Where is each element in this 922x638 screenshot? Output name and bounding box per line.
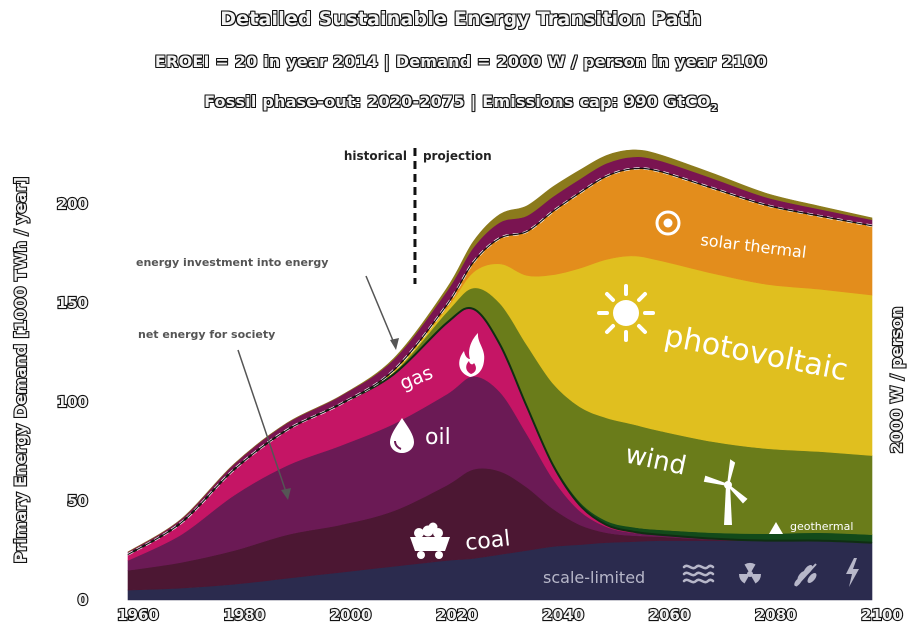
x-tick-label: 2080 [755,606,797,624]
area-investment-renewables- [127,149,873,553]
y-tick-label: 100 [57,393,88,411]
annotation-net-arrow [237,349,287,493]
label-coal: coal [464,526,512,556]
y-tick-label: 200 [57,195,88,213]
x-tick-label: 1960 [117,606,159,624]
chart-subtitle-1: EROEI = 20 in year 2014 | Demand = 2000 … [154,52,768,71]
flame-icon [459,333,485,377]
x-tick-label: 2060 [649,606,691,624]
x-tick-label: 2000 [330,606,372,624]
historical-label: historical [344,149,407,163]
x-axis-ticks: 1960 1980 2000 2020 2040 2060 2080 2100 [116,605,904,625]
oil-drop-icon [390,418,414,453]
right-axis-label: 2000 W / person [887,307,906,454]
annotation-investment-arrow [365,275,395,344]
x-tick-label: 2040 [542,606,584,624]
nuclear-icon [739,563,761,584]
projection-label: projection [423,149,492,163]
subtitle-2-subscript: 2 [710,103,718,115]
label-scale-limited: scale-limited [543,568,645,587]
x-tick-label: 1980 [223,606,265,624]
x-tick-label: 2020 [436,606,478,624]
subtitle-2-text: Fossil phase-out: 2020-2075 | Emissions … [204,92,711,111]
sun-icon [597,284,655,342]
annotation-investment: energy investment into energy [136,256,328,269]
target-icon [655,210,681,236]
wind-turbine-icon [703,459,748,525]
lightning-icon [846,558,859,587]
label-geothermal: geothermal [790,520,853,533]
triangle-icon [769,522,783,534]
annotation-net-energy: net energy for society [138,328,275,341]
outer-boundary-shadow [127,167,873,555]
chart-subtitle-2: Fossil phase-out: 2020-2075 | Emissions … [0,92,922,114]
biomass-icon [794,563,817,587]
annotation-investment-arrowhead [390,338,399,350]
x-tick-label: 2100 [861,606,903,624]
chart-title: Detailed Sustainable Energy Transition P… [220,8,702,30]
y-tick-label: 150 [57,294,88,312]
y-tick-label: 50 [67,492,88,510]
y-tick-label: 0 [78,591,88,609]
label-oil: oil [425,425,451,450]
mine-cart-icon [410,522,450,559]
area-layers [127,149,873,601]
annotation-net-arrowhead [281,488,291,500]
waves-icon [682,564,715,584]
y-axis-ticks: 0 50 100 150 200 [56,194,90,610]
y-axis-label: Primary Energy Demand [1000 TWh / year] [11,177,30,564]
